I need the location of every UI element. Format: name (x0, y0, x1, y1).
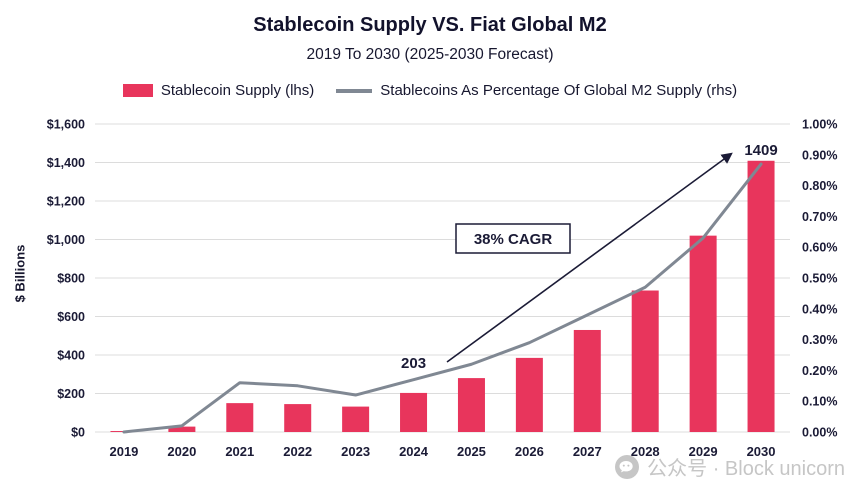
svg-text:0.20%: 0.20% (802, 364, 837, 378)
svg-text:$0: $0 (71, 426, 85, 440)
svg-text:2030: 2030 (747, 444, 776, 459)
svg-text:38% CAGR: 38% CAGR (474, 231, 553, 248)
svg-text:2027: 2027 (573, 444, 602, 459)
chart-canvas: $0 $200 $400 $600 $800 $1,000 $1,200 $1,400 $1,6… (47, 118, 838, 460)
line-swatch-icon (336, 88, 373, 93)
svg-text:2024: 2024 (399, 444, 429, 459)
svg-text:$1,200: $1,200 (47, 195, 85, 209)
svg-text:2019: 2019 (109, 444, 138, 459)
svg-text:1409: 1409 (744, 142, 777, 159)
svg-text:2020: 2020 (167, 444, 196, 459)
svg-text:2021: 2021 (225, 444, 254, 459)
bar-swatch-icon (122, 84, 153, 97)
wechat-icon (615, 454, 640, 479)
svg-text:$1,000: $1,000 (47, 233, 85, 247)
svg-text:203: 203 (401, 355, 426, 372)
legend: Stablecoin Supply (lhs) Stablecoins As P… (0, 82, 860, 99)
chart-title: Stablecoin Supply VS. Fiat Global M2 (253, 14, 607, 36)
svg-text:$800: $800 (57, 272, 85, 286)
svg-text:$1,400: $1,400 (47, 156, 85, 170)
svg-text:0.80%: 0.80% (802, 179, 837, 193)
svg-text:2028: 2028 (631, 444, 660, 459)
legend-label-m2-percentage: Stablecoins As Percentage Of Global M2 S… (380, 82, 738, 99)
svg-text:1.00%: 1.00% (802, 118, 837, 132)
svg-text:0.60%: 0.60% (802, 241, 837, 255)
watermark-text: 公众号 · Block unicorn (647, 458, 845, 480)
watermark: 公众号 · Block unicorn (614, 452, 845, 481)
svg-text:2029: 2029 (689, 444, 718, 459)
svg-text:2022: 2022 (283, 444, 312, 459)
svg-text:0.90%: 0.90% (802, 148, 837, 162)
svg-text:0.00%: 0.00% (802, 426, 837, 440)
svg-text:$1,600: $1,600 (47, 118, 85, 132)
svg-text:$200: $200 (57, 387, 85, 401)
svg-text:2025: 2025 (457, 444, 486, 459)
svg-text:2026: 2026 (515, 444, 544, 459)
svg-text:$600: $600 (57, 310, 85, 324)
legend-item-m2-percentage: Stablecoins As Percentage Of Global M2 S… (336, 82, 737, 99)
chart-subtitle: 2019 To 2030 (2025-2030 Forecast) (306, 46, 554, 63)
svg-text:$400: $400 (57, 349, 85, 363)
svg-text:2023: 2023 (341, 444, 370, 459)
legend-item-stablecoin-supply: Stablecoin Supply (lhs) (122, 82, 315, 99)
svg-text:0.40%: 0.40% (802, 302, 837, 316)
svg-text:0.50%: 0.50% (802, 272, 837, 286)
svg-text:0.10%: 0.10% (802, 395, 837, 409)
svg-text:0.30%: 0.30% (802, 333, 837, 347)
svg-text:0.70%: 0.70% (802, 210, 837, 224)
legend-label-stablecoin-supply: Stablecoin Supply (lhs) (160, 82, 315, 99)
